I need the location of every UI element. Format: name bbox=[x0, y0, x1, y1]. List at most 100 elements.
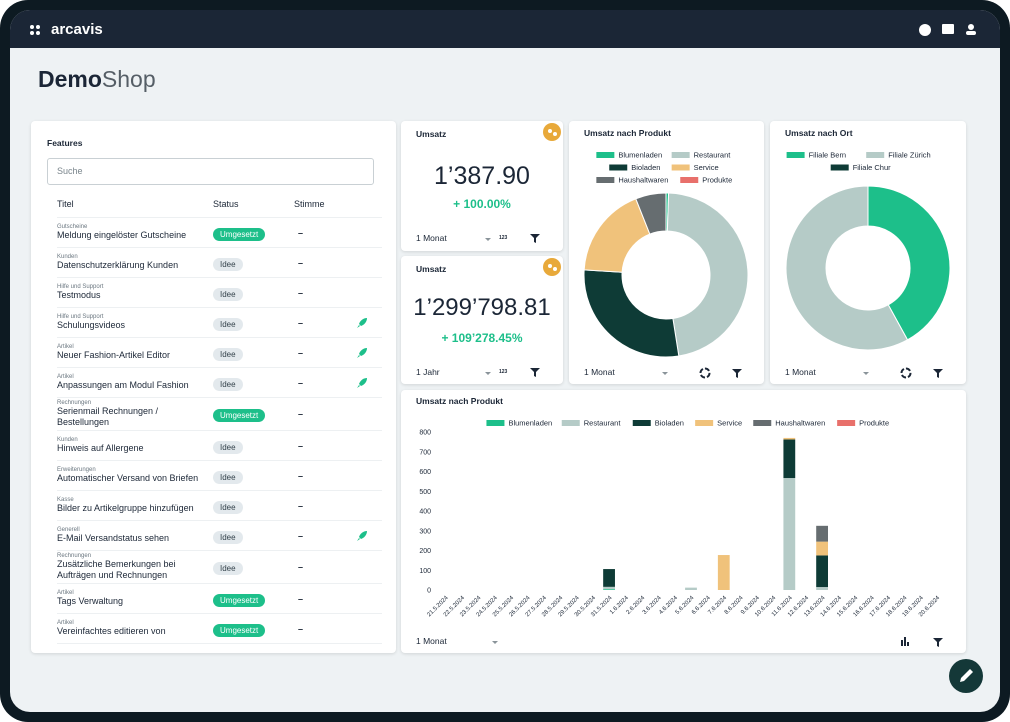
chart-type-icon[interactable] bbox=[699, 367, 711, 379]
feature-title: Anpassungen am Modul Fashion bbox=[57, 380, 189, 390]
feature-category: Hilfe und Support bbox=[57, 284, 104, 290]
status-cell: Idee bbox=[213, 344, 294, 362]
vote: – bbox=[298, 470, 304, 481]
title-cell: Kunden Hinweis auf Allergene bbox=[57, 437, 205, 454]
chart-card bbox=[401, 390, 966, 653]
card-title: Umsatz nach Produkt bbox=[584, 128, 671, 138]
y-tick-label: 700 bbox=[419, 449, 431, 456]
settings-badge[interactable] bbox=[543, 123, 561, 141]
y-tick-label: 200 bbox=[419, 548, 431, 555]
badge-dot bbox=[548, 129, 552, 133]
period-select[interactable]: 1 Monat bbox=[416, 636, 447, 646]
search-input[interactable]: Suche bbox=[47, 158, 374, 185]
filter-icon[interactable] bbox=[530, 368, 540, 377]
brand[interactable]: arcavis bbox=[51, 21, 103, 38]
status-pill: Idee bbox=[213, 500, 243, 514]
chart-type-icon[interactable] bbox=[901, 637, 909, 646]
y-tick-label: 400 bbox=[419, 509, 431, 516]
vote: – bbox=[298, 287, 304, 298]
user-icon[interactable] bbox=[966, 24, 976, 35]
vote: – bbox=[298, 562, 304, 572]
brand-icon bbox=[30, 25, 40, 35]
filter-icon[interactable] bbox=[530, 234, 540, 243]
status-pill: Umgesetzt bbox=[213, 623, 266, 637]
bar-segment bbox=[816, 587, 828, 590]
status-pill: Idee bbox=[213, 317, 243, 331]
title-cell: Kunden Datenschutzerklärung Kunden bbox=[57, 254, 205, 271]
feature-title: Bilder zu Artikelgruppe hinzufügen bbox=[57, 503, 194, 513]
chart-type-icon[interactable] bbox=[900, 367, 912, 379]
period-select[interactable]: 1 Monat bbox=[785, 367, 816, 377]
kpi-change: + 100.00% bbox=[453, 197, 511, 211]
feature-category: Generell bbox=[57, 527, 80, 533]
y-tick-label: 800 bbox=[419, 430, 431, 437]
legend-swatch bbox=[609, 164, 628, 171]
column-header: Titel bbox=[57, 199, 74, 209]
feature-row[interactable]: Rechnungen Zusätzliche Bemerkungen bei Au… bbox=[57, 551, 382, 584]
bar-segment bbox=[816, 525, 828, 542]
dropdown-caret[interactable] bbox=[662, 372, 668, 375]
settings-badge[interactable] bbox=[543, 258, 561, 276]
filter-icon[interactable] bbox=[933, 369, 943, 378]
feature-row[interactable]: Artikel Vereinfachtes editieren von Umgese… bbox=[57, 614, 382, 644]
feature-row[interactable]: Hilfe und Support Schulungsvideos Idee – bbox=[57, 308, 382, 338]
feature-category: Artikel bbox=[57, 374, 74, 380]
status-pill: Idee bbox=[213, 377, 243, 391]
legend-label: Filiale Zürich bbox=[888, 151, 931, 160]
feature-title: Vereinfachtes editieren von bbox=[57, 626, 166, 636]
rocket-icon[interactable] bbox=[356, 317, 368, 329]
status-cell: Idee bbox=[213, 558, 294, 576]
filter-icon[interactable] bbox=[732, 369, 742, 378]
feature-category: Kunden bbox=[57, 254, 78, 260]
pie-slice bbox=[785, 185, 909, 351]
feature-row[interactable]: Rechnungen Serienmail Rechnungen / Bestel… bbox=[57, 398, 382, 431]
title-cell: Rechnungen Serienmail Rechnungen / Bestel… bbox=[57, 400, 205, 428]
feature-row[interactable]: Hilfe und Support Testmodus Idee – bbox=[57, 278, 382, 308]
feature-title: Serienmail Rechnungen / Bestellungen bbox=[57, 406, 159, 427]
feature-row[interactable]: Artikel Anpassungen am Modul Fashion Idee – bbox=[57, 368, 382, 398]
format-label: 123 bbox=[499, 235, 508, 241]
feature-row[interactable]: Artikel Neuer Fashion-Artikel Editor Idee – bbox=[57, 338, 382, 368]
feature-row[interactable]: Gutscheine Meldung eingelöster Gutscheine… bbox=[57, 218, 382, 248]
feature-row[interactable]: Generell E-Mail Versandstatus sehen Idee – bbox=[57, 521, 382, 551]
card-title: Umsatz bbox=[416, 129, 447, 139]
period-select[interactable]: 1 Monat bbox=[584, 367, 615, 377]
dropdown-caret[interactable] bbox=[485, 372, 491, 375]
feature-row[interactable]: Artikel Tags Verwaltung Umgesetzt – bbox=[57, 584, 382, 614]
dropdown-caret[interactable] bbox=[863, 372, 869, 375]
status-cell: Idee bbox=[213, 527, 294, 545]
y-tick-label: 100 bbox=[419, 568, 431, 575]
vote: – bbox=[298, 347, 304, 358]
rocket-icon[interactable] bbox=[356, 377, 368, 389]
shop-name: DemoShop bbox=[38, 66, 156, 93]
legend-label: Haushaltwaren bbox=[775, 419, 825, 428]
title-cell: Artikel Neuer Fashion-Artikel Editor bbox=[57, 344, 205, 361]
feature-row[interactable]: Erweiterungen Automatischer Versand von B… bbox=[57, 461, 382, 491]
dropdown-caret[interactable] bbox=[492, 641, 498, 644]
dropdown-caret[interactable] bbox=[485, 238, 491, 241]
title-cell: Hilfe und Support Testmodus bbox=[57, 284, 205, 301]
help-icon[interactable] bbox=[919, 24, 931, 36]
card-title: Umsatz nach Ort bbox=[785, 128, 853, 138]
rocket-icon[interactable] bbox=[356, 347, 368, 359]
pie-slice bbox=[666, 192, 749, 357]
filter-icon[interactable] bbox=[933, 638, 943, 647]
status-cell: Idee bbox=[213, 437, 294, 455]
title-cell: Artikel Vereinfachtes editieren von bbox=[57, 620, 205, 637]
legend-swatch bbox=[596, 152, 615, 158]
feature-row[interactable]: Kasse Bilder zu Artikelgruppe hinzufügen I… bbox=[57, 491, 382, 521]
bar-segment bbox=[816, 541, 828, 556]
feature-row[interactable]: Kunden Hinweis auf Allergene Idee – bbox=[57, 431, 382, 461]
legend-label: Haushaltwaren bbox=[618, 176, 668, 185]
vote: – bbox=[298, 623, 304, 634]
legend-swatch bbox=[561, 420, 580, 426]
feedback-icon[interactable] bbox=[942, 24, 954, 34]
status-cell: Idee bbox=[213, 497, 294, 515]
status-pill: Idee bbox=[213, 287, 243, 301]
kpi-card: Umsatz 1’387.90 + 100.00% 1 Monat 123 bbox=[401, 121, 563, 251]
feature-row[interactable]: Kunden Datenschutzerklärung Kunden Idee – bbox=[57, 248, 382, 278]
period-select: 1 Monat bbox=[416, 233, 447, 243]
rocket-icon[interactable] bbox=[356, 530, 368, 542]
